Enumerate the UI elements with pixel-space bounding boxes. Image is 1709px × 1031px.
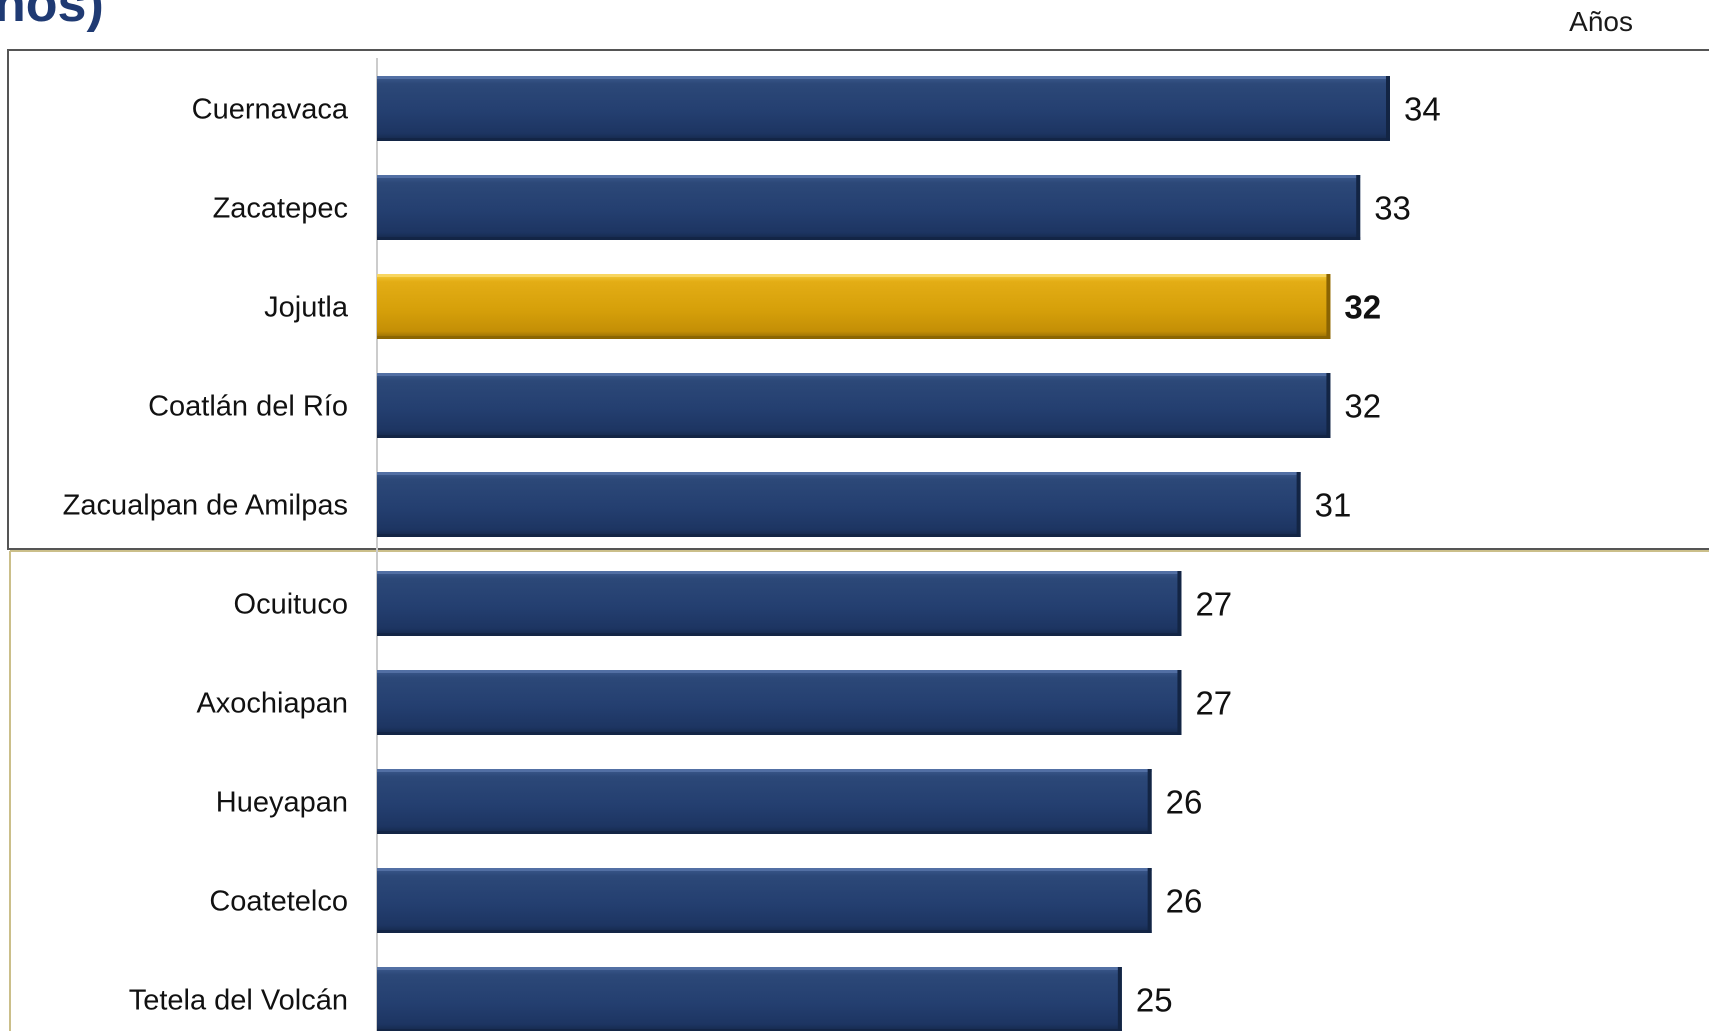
bar-bevel-right (1326, 373, 1331, 438)
bar-bevel-top (377, 670, 1182, 673)
bar-bevel-right (1386, 76, 1390, 141)
bar (377, 769, 1152, 834)
bar-highlight (377, 274, 1331, 339)
bar (377, 472, 1301, 537)
bar-bevel-top (377, 175, 1361, 178)
bar-bevel-right (1117, 967, 1122, 1031)
bar-bevel-right (1326, 274, 1331, 339)
bar-bevel-bottom (377, 633, 1182, 636)
bar-bevel-bottom (377, 732, 1182, 735)
bar-bevel-right (1296, 472, 1301, 537)
bar (377, 175, 1361, 240)
bar (377, 373, 1331, 438)
value-label: 26 (1166, 883, 1203, 920)
bar-bevel-bottom (377, 237, 1361, 240)
bar-bevel-bottom (377, 1029, 1122, 1031)
bar-bevel-right (1177, 571, 1182, 636)
chart-title-fragment: ños) (0, 0, 104, 33)
bar (377, 868, 1152, 933)
bar-bevel-bottom (377, 435, 1331, 438)
bar-bevel-bottom (377, 831, 1152, 834)
category-label: Hueyapan (216, 787, 348, 819)
unit-label: Años (1569, 6, 1633, 37)
bar-bevel-top (377, 373, 1331, 376)
value-label: 27 (1195, 586, 1232, 623)
bar-bevel-bottom (377, 138, 1390, 141)
value-label: 32 (1344, 289, 1381, 326)
bar-bevel-top (377, 571, 1182, 574)
bar (377, 76, 1390, 141)
value-label: 26 (1166, 784, 1203, 821)
group-frames (7, 49, 1709, 1031)
bar (377, 967, 1122, 1031)
bar-bevel-bottom (377, 534, 1301, 537)
bar (377, 670, 1182, 735)
top-group-frame (7, 49, 1709, 550)
value-label: 25 (1136, 982, 1173, 1019)
bar-bevel-top (377, 967, 1122, 970)
value-label: 31 (1315, 487, 1352, 524)
category-label: Coatetelco (209, 886, 348, 918)
bar-bevel-top (377, 472, 1301, 475)
value-labels: 34 33 32 32 31 27 27 26 26 25 (1136, 91, 1441, 1019)
value-label: 34 (1404, 91, 1441, 128)
category-label: Cuernavaca (192, 94, 349, 126)
value-label: 32 (1344, 388, 1381, 425)
bar-bevel-right (1177, 670, 1182, 735)
bar-bevel-bottom (377, 930, 1152, 933)
value-label: 33 (1374, 190, 1411, 227)
bar-bevel-right (1147, 769, 1152, 834)
category-label: Ocuituco (234, 589, 348, 621)
category-label: Jojutla (264, 292, 349, 324)
bar-bevel-top (377, 769, 1152, 772)
category-label: Axochiapan (196, 688, 348, 720)
bar-bevel-top (377, 76, 1390, 79)
bars-group (377, 76, 1390, 1031)
bar-bevel-right (1356, 175, 1361, 240)
bar-bevel-top (377, 868, 1152, 871)
bar-bevel-top (377, 274, 1331, 277)
category-label: Coatlán del Río (148, 391, 348, 423)
bar-bevel-right (1147, 868, 1152, 933)
category-label: Tetela del Volcán (129, 985, 348, 1017)
value-label: 27 (1195, 685, 1232, 722)
category-labels: Cuernavaca Zacatepec Jojutla Coatlán del Rí… (63, 94, 349, 1017)
category-label: Zacualpan de Amilpas (63, 490, 348, 522)
category-label: Zacatepec (213, 193, 348, 225)
bar-bevel-bottom (377, 336, 1331, 339)
bar (377, 571, 1182, 636)
